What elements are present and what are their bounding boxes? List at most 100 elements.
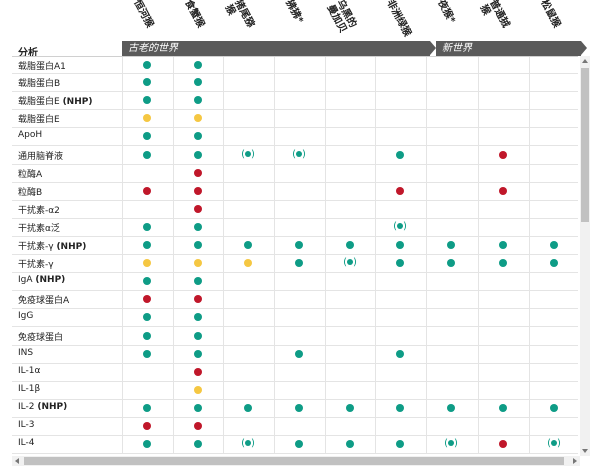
partial-status-icon: () xyxy=(393,220,407,232)
status-dot-icon xyxy=(143,440,151,449)
group-old-world: 古老的世界 xyxy=(122,41,436,56)
assay-label: 粒酶B xyxy=(18,187,43,198)
table-row: 粒酶A xyxy=(12,165,578,183)
status-dot-icon xyxy=(194,61,202,69)
table-row: 载脂蛋白E xyxy=(12,110,578,129)
column-divider xyxy=(122,56,123,454)
assay-label: 粒酶A xyxy=(18,169,43,180)
status-dot-icon xyxy=(143,403,151,412)
status-dot-icon xyxy=(194,403,202,412)
horizontal-scrollbar[interactable] xyxy=(12,456,580,466)
assay-label: IgG xyxy=(18,311,34,322)
status-dot-icon xyxy=(143,277,151,286)
column-divider xyxy=(529,56,530,454)
table-row: IL-1α xyxy=(12,364,578,382)
table-row: 载脂蛋白A1 xyxy=(12,56,578,74)
status-dot-icon xyxy=(194,96,202,105)
status-dot-icon xyxy=(143,96,151,105)
column-divider xyxy=(478,56,479,454)
status-dot-icon xyxy=(194,277,202,286)
status-dot-icon xyxy=(194,349,202,358)
column-divider xyxy=(375,56,376,454)
table-row: IgG xyxy=(12,309,578,328)
status-dot-icon xyxy=(295,440,303,449)
table-row: 通用脑脊液 () () xyxy=(12,147,578,165)
assay-label: IL-1α xyxy=(18,365,41,376)
status-dot-icon xyxy=(346,440,354,449)
status-dot-icon xyxy=(550,241,558,249)
status-dot-icon xyxy=(194,367,202,376)
assay-label: 通用脑脊液 xyxy=(18,151,64,162)
status-dot-icon xyxy=(143,331,151,340)
status-dot-icon xyxy=(447,259,455,268)
column-header-line: 夜猴* xyxy=(435,0,457,26)
vertical-scrollbar[interactable] xyxy=(580,56,590,456)
status-dot-icon xyxy=(295,241,303,249)
status-dot-icon xyxy=(143,313,151,322)
column-divider xyxy=(223,56,224,454)
status-dot-icon xyxy=(550,403,558,412)
assay-label: 干扰素-γ xyxy=(18,260,54,271)
status-dot-icon xyxy=(499,259,507,268)
status-dot-icon xyxy=(194,241,202,249)
status-dot-icon xyxy=(143,295,151,304)
assay-label: ApoH xyxy=(18,130,43,141)
table-row: 免疫球蛋白 xyxy=(12,328,578,346)
partial-status-icon: () xyxy=(343,257,357,269)
assay-label: 干扰素-γ (NHP) xyxy=(18,242,87,252)
status-dot-icon xyxy=(396,440,404,449)
assay-label: IL-2 (NHP) xyxy=(18,401,68,412)
status-dot-icon xyxy=(194,422,202,430)
status-dot-icon xyxy=(194,440,202,449)
column-header-line: 狒狒* xyxy=(283,0,305,26)
column-divider xyxy=(426,56,427,454)
status-dot-icon xyxy=(396,241,404,249)
analysis-column-title: 分析 xyxy=(18,48,38,59)
status-dot-icon xyxy=(143,61,151,69)
status-dot-icon xyxy=(143,222,151,231)
table-row: IgA (NHP) xyxy=(12,273,578,292)
table-row: 载脂蛋白E (NHP) xyxy=(12,92,578,111)
status-dot-icon xyxy=(244,241,252,249)
scroll-right-arrow-icon[interactable] xyxy=(573,458,577,464)
status-dot-icon xyxy=(143,132,151,141)
table-row: IL-4 () () () xyxy=(12,436,578,454)
scroll-up-arrow-icon[interactable] xyxy=(582,59,588,63)
status-dot-icon xyxy=(194,204,202,213)
column-header-line: 恒河猴 xyxy=(131,0,156,30)
column-header-line: 食蟹猴 xyxy=(182,0,207,30)
table-row: IL-2 (NHP) xyxy=(12,400,578,418)
status-dot-icon xyxy=(447,241,455,249)
table-row: IL-3 xyxy=(12,418,578,436)
partial-status-icon: () xyxy=(241,438,255,450)
status-dot-icon xyxy=(396,259,404,268)
status-dot-icon xyxy=(143,150,151,159)
assay-label: 载脂蛋白E xyxy=(18,115,60,126)
status-dot-icon xyxy=(499,150,507,159)
partial-status-icon: () xyxy=(547,438,561,450)
column-header-line: 非洲绿猴 xyxy=(384,0,413,39)
status-dot-icon xyxy=(499,186,507,195)
column-divider xyxy=(173,56,174,454)
assay-label: 干扰素α泛 xyxy=(18,223,60,234)
assay-label: IgA (NHP) xyxy=(18,275,66,286)
status-dot-icon xyxy=(346,403,354,412)
table-row: 免疫球蛋白A xyxy=(12,291,578,310)
status-dot-icon xyxy=(194,313,202,322)
scroll-left-arrow-icon[interactable] xyxy=(15,458,19,464)
status-dot-icon xyxy=(143,349,151,358)
status-dot-icon xyxy=(143,259,151,268)
status-dot-icon xyxy=(143,186,151,195)
scroll-down-arrow-icon[interactable] xyxy=(582,449,588,453)
column-divider xyxy=(274,56,275,454)
assay-label: 干扰素-α2 xyxy=(18,205,60,216)
table-row: 粒酶B xyxy=(12,183,578,201)
status-dot-icon xyxy=(499,440,507,449)
status-dot-icon xyxy=(447,403,455,412)
horizontal-scroll-thumb[interactable] xyxy=(24,457,564,465)
assay-label: 载脂蛋白A1 xyxy=(18,62,66,72)
status-dot-icon xyxy=(194,186,202,195)
status-dot-icon xyxy=(143,422,151,430)
vertical-scroll-thumb[interactable] xyxy=(581,68,589,222)
status-dot-icon xyxy=(295,259,303,268)
